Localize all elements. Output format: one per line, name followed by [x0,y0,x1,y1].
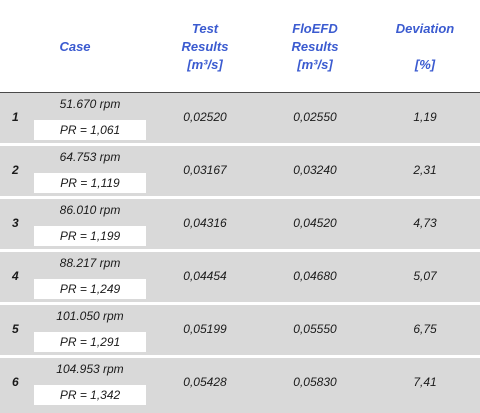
table-row: 6 104.953 rpm PR = 1,342 0,05428 0,05830… [0,358,480,413]
pressure-ratio: PR = 1,199 [34,226,146,246]
test-result: 0,04454 [183,269,227,283]
case-number: 1 [12,110,19,124]
deviation-value: 6,75 [413,322,437,336]
header-test-results: Test Results [m³/s] [181,21,229,72]
table-row: 2 64.753 rpm PR = 1,119 0,03167 0,03240 … [0,146,480,198]
header-case: Case [59,39,91,54]
test-result: 0,02520 [183,110,227,124]
case-number: 6 [12,375,19,389]
test-result: 0,04316 [183,216,227,230]
deviation-value: 2,31 [413,163,437,177]
test-result: 0,05428 [183,375,227,389]
deviation-value: 5,07 [413,269,437,283]
test-result: 0,05199 [183,322,227,336]
floefd-result: 0,04520 [293,216,337,230]
case-number: 4 [12,269,19,283]
table-header: Case Test Results [m³/s] FloEFD Results … [0,0,480,94]
rpm-value: 86.010 rpm [59,203,121,217]
header-deviation: Deviation [%] [395,21,455,72]
table-row: 1 51.670 rpm PR = 1,061 0,02520 0,02550 … [0,93,480,145]
floefd-result: 0,05830 [293,375,337,389]
table-row: 3 86.010 rpm PR = 1,199 0,04316 0,04520 … [0,199,480,251]
case-number: 3 [12,216,19,230]
pressure-ratio: PR = 1,342 [34,385,146,405]
header-floefd-results: FloEFD Results [m³/s] [291,21,339,72]
pressure-ratio: PR = 1,061 [34,120,146,140]
table-row: 4 88.217 rpm PR = 1,249 0,04454 0,04680 … [0,252,480,304]
floefd-result: 0,05550 [293,322,337,336]
rpm-value: 64.753 rpm [59,150,121,164]
case-number: 5 [12,322,19,336]
deviation-value: 1,19 [413,110,437,124]
rpm-value: 104.953 rpm [56,362,124,376]
deviation-value: 7,41 [413,375,437,389]
rpm-value: 88.217 rpm [59,256,121,270]
floefd-result: 0,04680 [293,269,337,283]
test-result: 0,03167 [183,163,227,177]
table-row: 5 101.050 rpm PR = 1,291 0,05199 0,05550… [0,305,480,357]
case-number: 2 [12,163,19,177]
rpm-value: 51.670 rpm [59,97,121,111]
floefd-result: 0,02550 [293,110,337,124]
deviation-value: 4,73 [413,216,437,230]
pressure-ratio: PR = 1,291 [34,332,146,352]
pressure-ratio: PR = 1,249 [34,279,146,299]
pressure-ratio: PR = 1,119 [34,173,146,193]
rpm-value: 101.050 rpm [56,309,124,323]
floefd-result: 0,03240 [293,163,337,177]
